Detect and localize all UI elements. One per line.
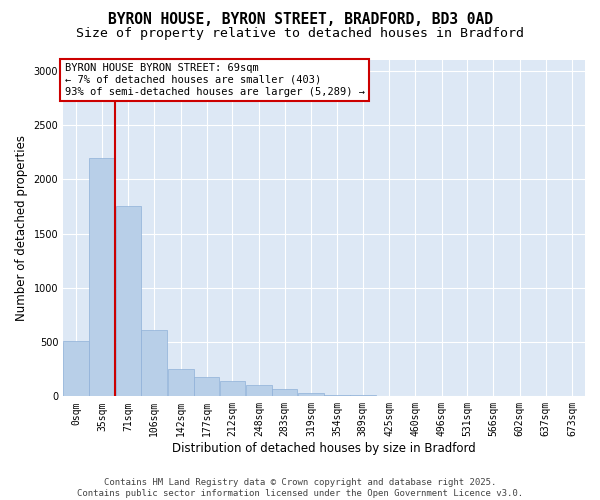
Bar (272, 390, 298, 396)
Bar (324, 394, 350, 396)
Text: Contains HM Land Registry data © Crown copyright and database right 2025.
Contai: Contains HM Land Registry data © Crown c… (77, 478, 523, 498)
Bar (168, 368, 194, 396)
Text: BYRON HOUSE BYRON STREET: 69sqm
← 7% of detached houses are smaller (403)
93% of: BYRON HOUSE BYRON STREET: 69sqm ← 7% of … (65, 64, 365, 96)
Bar (194, 378, 220, 396)
Bar (142, 330, 167, 396)
Bar (246, 385, 272, 396)
Bar (116, 206, 141, 396)
X-axis label: Distribution of detached houses by size in Bradford: Distribution of detached houses by size … (172, 442, 476, 455)
Bar (89, 158, 115, 396)
Bar (350, 395, 376, 396)
Bar (63, 341, 89, 396)
Bar (298, 393, 324, 396)
Bar (220, 380, 245, 396)
Text: BYRON HOUSE, BYRON STREET, BRADFORD, BD3 0AD: BYRON HOUSE, BYRON STREET, BRADFORD, BD3… (107, 12, 493, 28)
Y-axis label: Number of detached properties: Number of detached properties (15, 135, 28, 321)
Text: Size of property relative to detached houses in Bradford: Size of property relative to detached ho… (76, 28, 524, 40)
